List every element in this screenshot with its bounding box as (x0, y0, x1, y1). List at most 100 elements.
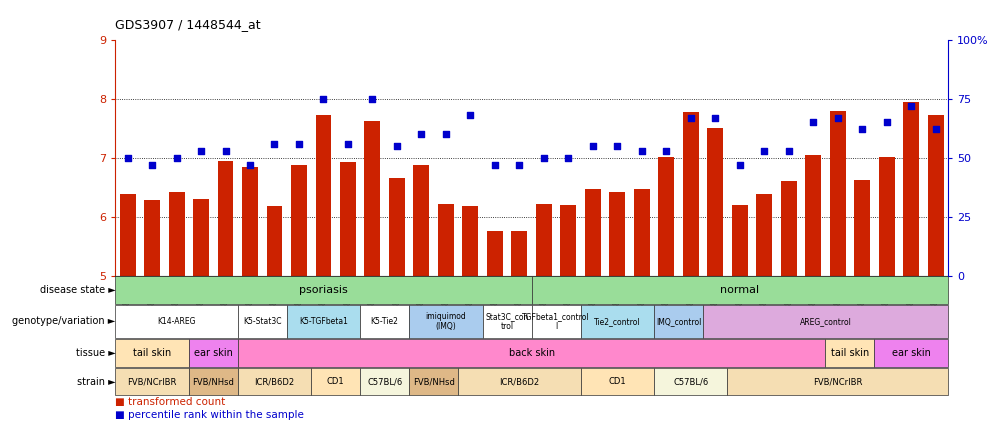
Bar (360, 305, 409, 338)
Point (706, 114, 722, 121)
Point (413, 131, 429, 138)
Point (217, 147, 233, 154)
Text: Stat3C_con
trol: Stat3C_con trol (485, 312, 528, 331)
Point (291, 140, 307, 147)
Bar (360, 368, 409, 396)
Bar (482, 305, 531, 338)
Bar (731, 206, 746, 276)
Bar (193, 199, 208, 276)
Bar (340, 162, 356, 276)
Bar (726, 368, 947, 396)
Bar (462, 206, 478, 276)
Text: back skin: back skin (508, 348, 554, 358)
Point (927, 126, 943, 133)
Bar (825, 339, 874, 367)
Point (829, 114, 845, 121)
Bar (144, 200, 160, 276)
Point (462, 112, 478, 119)
Bar (702, 305, 947, 338)
Bar (486, 231, 502, 276)
Text: C57BL/6: C57BL/6 (367, 377, 402, 386)
Point (608, 143, 624, 150)
Point (878, 119, 894, 126)
Bar (805, 155, 821, 276)
Bar (409, 368, 458, 396)
Point (389, 143, 405, 150)
Bar (874, 339, 947, 367)
Bar (682, 112, 698, 276)
Text: strain ►: strain ► (76, 377, 115, 387)
Bar (237, 339, 825, 367)
Point (854, 126, 870, 133)
Bar (458, 368, 580, 396)
Bar (413, 166, 429, 276)
Point (486, 161, 502, 168)
Point (756, 147, 772, 154)
Point (144, 161, 160, 168)
Bar (584, 189, 600, 276)
Text: FVB/NHsd: FVB/NHsd (192, 377, 234, 386)
Bar (878, 157, 894, 276)
Point (560, 154, 576, 161)
Bar (168, 192, 184, 276)
Bar (115, 305, 237, 338)
Text: FVB/NHsd: FVB/NHsd (412, 377, 454, 386)
Bar (829, 111, 845, 276)
Point (584, 143, 600, 150)
Text: TGFbeta1_control
l: TGFbeta1_control l (522, 312, 589, 331)
Bar (580, 368, 653, 396)
Point (780, 147, 796, 154)
Text: normal: normal (719, 285, 759, 295)
Text: ICR/B6D2: ICR/B6D2 (255, 377, 295, 386)
Point (438, 131, 454, 138)
Bar (531, 276, 947, 304)
Text: IMQ_control: IMQ_control (655, 317, 700, 326)
Text: ICR/B6D2: ICR/B6D2 (499, 377, 539, 386)
Text: ear skin: ear skin (891, 348, 930, 358)
Point (511, 161, 527, 168)
Bar (535, 204, 551, 276)
Bar (316, 115, 331, 276)
Bar (287, 305, 360, 338)
Text: tail skin: tail skin (830, 348, 868, 358)
Bar (580, 305, 653, 338)
Bar (438, 204, 453, 276)
Bar (633, 189, 649, 276)
Bar (237, 368, 311, 396)
Bar (241, 166, 258, 276)
Text: FVB/NCrIBR: FVB/NCrIBR (813, 377, 862, 386)
Bar (188, 368, 237, 396)
Point (119, 154, 135, 161)
Bar (511, 231, 527, 276)
Point (682, 114, 698, 121)
Text: K5-TGFbeta1: K5-TGFbeta1 (299, 317, 348, 326)
Point (315, 95, 331, 103)
Text: AREG_control: AREG_control (799, 317, 851, 326)
Point (657, 147, 673, 154)
Text: K5-Tie2: K5-Tie2 (371, 317, 398, 326)
Text: GDS3907 / 1448544_at: GDS3907 / 1448544_at (115, 18, 261, 31)
Bar (291, 166, 307, 276)
Point (633, 147, 649, 154)
Point (535, 154, 551, 161)
Bar (364, 121, 380, 276)
Bar (119, 194, 135, 276)
Text: ■ transformed count: ■ transformed count (115, 397, 225, 407)
Point (267, 140, 283, 147)
Point (902, 103, 918, 110)
Bar (389, 178, 405, 276)
Text: K14-AREG: K14-AREG (157, 317, 195, 326)
Text: CD1: CD1 (327, 377, 344, 386)
Bar (311, 368, 360, 396)
Text: imiquimod
(IMQ): imiquimod (IMQ) (425, 312, 466, 331)
Text: disease state ►: disease state ► (39, 285, 115, 295)
Bar (560, 205, 576, 276)
Bar (409, 305, 482, 338)
Point (805, 119, 821, 126)
Text: CD1: CD1 (608, 377, 625, 386)
Point (192, 147, 208, 154)
Bar (854, 180, 869, 276)
Bar (756, 194, 772, 276)
Point (364, 95, 380, 103)
Text: K5-Stat3C: K5-Stat3C (242, 317, 282, 326)
